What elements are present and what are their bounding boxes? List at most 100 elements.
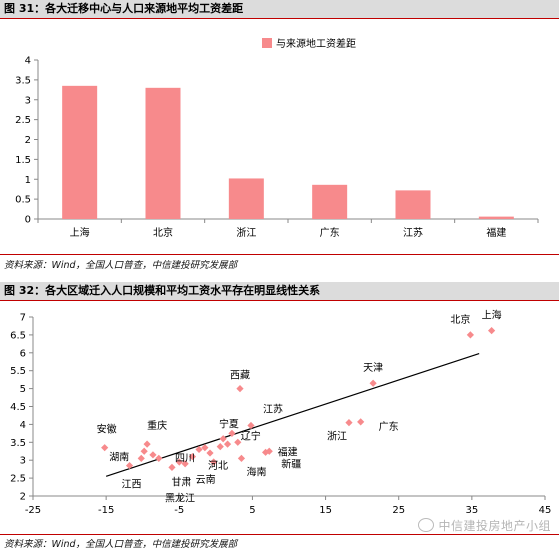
y-tick-label: 7 xyxy=(20,313,26,324)
scatter-point xyxy=(210,458,218,466)
watermark: 中信建投房地产小组 xyxy=(418,517,551,534)
x-tick-label: 广东 xyxy=(320,226,340,239)
scatter-point xyxy=(188,453,197,461)
x-tick-label: -5 xyxy=(174,505,184,516)
point-label: 重庆 xyxy=(147,419,167,432)
x-tick-label: 福建 xyxy=(486,226,506,239)
scatter-point xyxy=(216,442,224,451)
y-tick-label: 4 xyxy=(25,56,31,67)
point-label: 甘肃 xyxy=(171,476,191,489)
point-label: 河北 xyxy=(208,460,228,472)
scatter-point xyxy=(466,331,474,339)
scatter-point xyxy=(140,447,148,455)
bar-chart: 0 0.5 1 1.5 2 2.5 3 3.5 4 上海 北京 浙江 广东 江苏 福建 与来源地工资差距 xyxy=(15,37,539,239)
scatter-point xyxy=(488,327,496,335)
y-tick-label: 0 xyxy=(25,215,31,226)
x-tick-label: 25 xyxy=(392,505,405,516)
watermark-text: 中信建投房地产小组 xyxy=(438,519,551,533)
point-label: 西藏 xyxy=(230,370,250,382)
scatter-point xyxy=(143,440,151,448)
scatter-point xyxy=(234,438,242,446)
y-tick-label: 3.5 xyxy=(10,438,26,449)
point-label: 江西 xyxy=(122,479,142,491)
legend-label: 与来源地工资差距 xyxy=(276,37,356,50)
source-divider xyxy=(0,254,559,255)
scatter-point xyxy=(168,463,176,471)
wechat-icon xyxy=(418,518,435,532)
bar xyxy=(395,190,431,219)
title-underline xyxy=(0,18,559,19)
point-label: 海南 xyxy=(246,465,266,478)
y-tick-label: 0.5 xyxy=(15,195,31,206)
point-label: 北京 xyxy=(450,313,470,326)
point-label: 安徽 xyxy=(97,423,117,436)
point-label: 江苏 xyxy=(263,402,283,415)
y-tick-label: 2 xyxy=(20,492,26,503)
scatter-point xyxy=(357,418,365,426)
figure-32-source: 资料来源：Wind，全国人口普查，中信建投研究发展部 xyxy=(4,539,238,550)
legend-swatch xyxy=(262,38,272,48)
y-tick-label: 4 xyxy=(20,420,26,431)
point-label: 新疆 xyxy=(281,457,301,470)
y-tick-label: 6 xyxy=(20,348,26,359)
trend-line xyxy=(105,352,480,477)
y-tick-label: 5.5 xyxy=(10,366,26,377)
scatter-point xyxy=(223,440,232,448)
scatter-point xyxy=(175,458,183,466)
bar xyxy=(145,87,181,219)
scatter-point xyxy=(125,461,134,470)
y-tick-label: 2.5 xyxy=(10,474,26,485)
x-tick-label: 北京 xyxy=(153,226,173,239)
x-tick-label: 江苏 xyxy=(403,226,423,239)
y-tick-label: 2 xyxy=(25,135,31,146)
scatter-point xyxy=(206,449,214,457)
bar xyxy=(228,178,264,219)
y-tick-label: 3.5 xyxy=(15,75,31,86)
scatter-point xyxy=(345,419,353,427)
point-label: 云南 xyxy=(196,473,216,486)
point-label: 辽宁 xyxy=(241,429,261,442)
y-tick-label: 4.5 xyxy=(10,402,26,413)
y-tick-label: 1.5 xyxy=(15,155,31,166)
scatter-point xyxy=(137,454,145,463)
y-tick-label: 2.5 xyxy=(15,115,31,126)
figure-31-title: 图 31：各大迁移中心与人口来源地平均工资差距 xyxy=(0,0,559,18)
x-tick-label: 浙江 xyxy=(236,227,256,239)
source-divider xyxy=(0,534,559,535)
point-label: 福建 xyxy=(278,445,298,458)
y-tick-label: 1 xyxy=(25,175,31,186)
scatter-point xyxy=(237,454,246,463)
y-tick-label: 3 xyxy=(20,456,26,467)
y-tick-label: 3 xyxy=(25,95,31,106)
scatter-point xyxy=(101,444,109,452)
x-tick-label: 45 xyxy=(539,505,552,516)
point-label: 广东 xyxy=(379,420,399,433)
point-label: 天津 xyxy=(363,362,383,374)
scatter-point xyxy=(219,435,227,443)
figure-31-source: 资料来源：Wind，全国人口普查，中信建投研究发展部 xyxy=(4,260,238,271)
point-label: 四川 xyxy=(175,453,195,464)
scatter-point xyxy=(247,421,255,430)
figure-32-title: 图 32：各大区域迁入人口规模和平均工资水平存在明显线性关系 xyxy=(0,282,559,300)
title-underline xyxy=(0,300,559,301)
bar xyxy=(312,184,348,219)
point-label: 上海 xyxy=(482,309,502,322)
point-label: 湖南 xyxy=(109,450,129,463)
y-tick-label: 6.5 xyxy=(10,330,26,341)
point-label: 浙江 xyxy=(327,431,347,443)
x-tick-label: -15 xyxy=(98,505,114,516)
x-tick-label: 5 xyxy=(249,505,255,516)
x-tick-label: 35 xyxy=(465,505,478,516)
bar xyxy=(62,85,98,220)
scatter-point xyxy=(149,451,157,459)
y-tick-label: 5 xyxy=(20,384,26,395)
scatter-point xyxy=(236,385,244,393)
x-tick-label: 上海 xyxy=(70,226,90,239)
scatter-point xyxy=(265,447,273,455)
scatter-point xyxy=(369,379,377,387)
scatter-point xyxy=(155,454,163,463)
bar xyxy=(478,216,514,219)
x-tick-label: 15 xyxy=(319,505,332,516)
scatter-chart: 2 2.5 3 3.5 4 4.5 5 5.5 6 6.5 7 -25 -15 -5 5 15 25 35 45 北京… xyxy=(10,309,552,516)
point-label: 黑龙江 xyxy=(165,491,195,504)
